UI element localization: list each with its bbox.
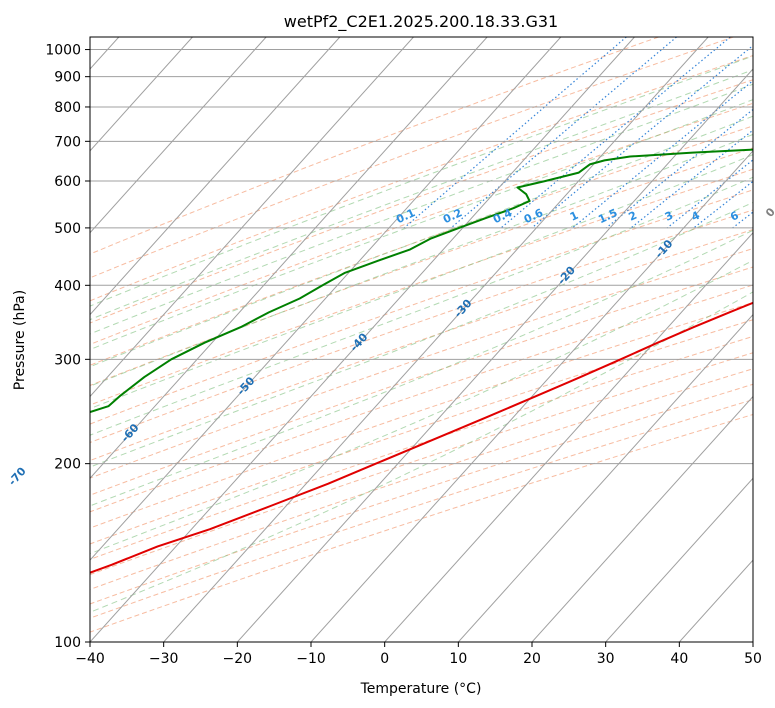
dry-adiabat: [90, 79, 753, 324]
plot-frame: [89, 36, 754, 643]
isotherm-line: [90, 37, 635, 642]
y-tick-label: 600: [54, 174, 81, 190]
profiles: [90, 148, 753, 574]
x-tick-label: 20: [523, 651, 541, 667]
isotherm-line: [90, 37, 488, 480]
y-tick-label: 100: [54, 635, 81, 651]
dry-adiabat: [90, 352, 753, 576]
isotherm-line: [163, 37, 709, 642]
mixing-ratio-line: [630, 129, 753, 229]
mixing-ratio-line: [403, 37, 627, 229]
dry-adiabat: [90, 54, 753, 302]
y-tick-label: 300: [54, 352, 81, 368]
dry-adiabat: [90, 228, 753, 462]
x-tick-label: −40: [75, 651, 105, 667]
dry-adiabat: [90, 189, 753, 425]
dry-adiabat: [90, 368, 753, 590]
mixing-ratio-line: [605, 108, 753, 229]
isotherm-line: [90, 37, 267, 234]
isotherm-line: [90, 37, 193, 152]
isotherm-line: [90, 37, 341, 316]
x-tick-label: 0: [380, 651, 389, 667]
dry-adiabat: [90, 284, 753, 513]
dry-adiabat: [90, 37, 659, 255]
temperature-profile: [90, 301, 753, 574]
x-tick-label: 30: [597, 651, 615, 667]
dry-adiabat: [90, 302, 753, 529]
y-tick-label: 800: [54, 100, 81, 116]
dry-adiabat: [90, 266, 753, 496]
dry-adiabat: [90, 209, 753, 444]
moist-adiabat: [90, 83, 753, 335]
moist-adiabat: [90, 115, 753, 368]
y-tick-label: 700: [54, 134, 81, 150]
x-tick-label: −30: [149, 651, 179, 667]
isotherm-line: [90, 37, 414, 398]
isotherm-line: [236, 68, 753, 642]
isotherm-line: [605, 477, 753, 642]
x-tick-label: −20: [223, 651, 253, 667]
dry-adiabat: [90, 168, 753, 406]
x-tick-label: −10: [296, 651, 326, 667]
y-axis: 100 200 300 400 500 600 700 800 900 1000: [45, 43, 90, 651]
dry-adiabat: [90, 125, 753, 366]
moist-adiabat: [90, 154, 753, 410]
isotherm-line: [457, 313, 753, 642]
y-tick-label: 400: [54, 278, 81, 294]
moist-adiabat: [90, 291, 753, 613]
x-tick-label: 50: [744, 651, 762, 667]
x-axis: −40 −30 −20 −10 0 10 20 30 40 50: [75, 642, 762, 667]
gridlines: [90, 37, 753, 642]
chart-title: wetPf2_C2E1.2025.200.18.33.G31: [284, 12, 558, 32]
x-axis-label: Temperature (°C): [360, 681, 482, 697]
moist-adiabat: [90, 176, 753, 436]
isotherm-label-warm: 0: [763, 205, 775, 220]
dry-adiabat: [90, 383, 753, 605]
moist-adiabat: [90, 99, 753, 351]
y-tick-label: 1000: [45, 43, 81, 59]
isotherm-line: [310, 150, 753, 642]
mixing-ratio-line: [531, 44, 753, 229]
isotherm-line: [384, 231, 753, 642]
mixing-ratio-line: [572, 79, 753, 229]
x-tick-label: 10: [449, 651, 467, 667]
mixing-ratio-line: [693, 180, 753, 229]
isotherm-line: [90, 37, 562, 561]
dry-adiabat: [90, 319, 753, 545]
dry-adiabat: [90, 335, 753, 560]
x-tick-label: 40: [670, 651, 688, 667]
mixing-ratio-line: [500, 37, 731, 229]
dry-adiabat: [90, 248, 753, 479]
moist-adiabat: [90, 55, 753, 307]
dewpoint-profile: [90, 148, 753, 414]
isotherm-line: [531, 395, 753, 642]
y-tick-label: 900: [54, 70, 81, 86]
y-axis-label: Pressure (hPa): [12, 290, 28, 390]
y-tick-label: 200: [54, 457, 81, 473]
y-tick-label: 500: [54, 221, 81, 237]
